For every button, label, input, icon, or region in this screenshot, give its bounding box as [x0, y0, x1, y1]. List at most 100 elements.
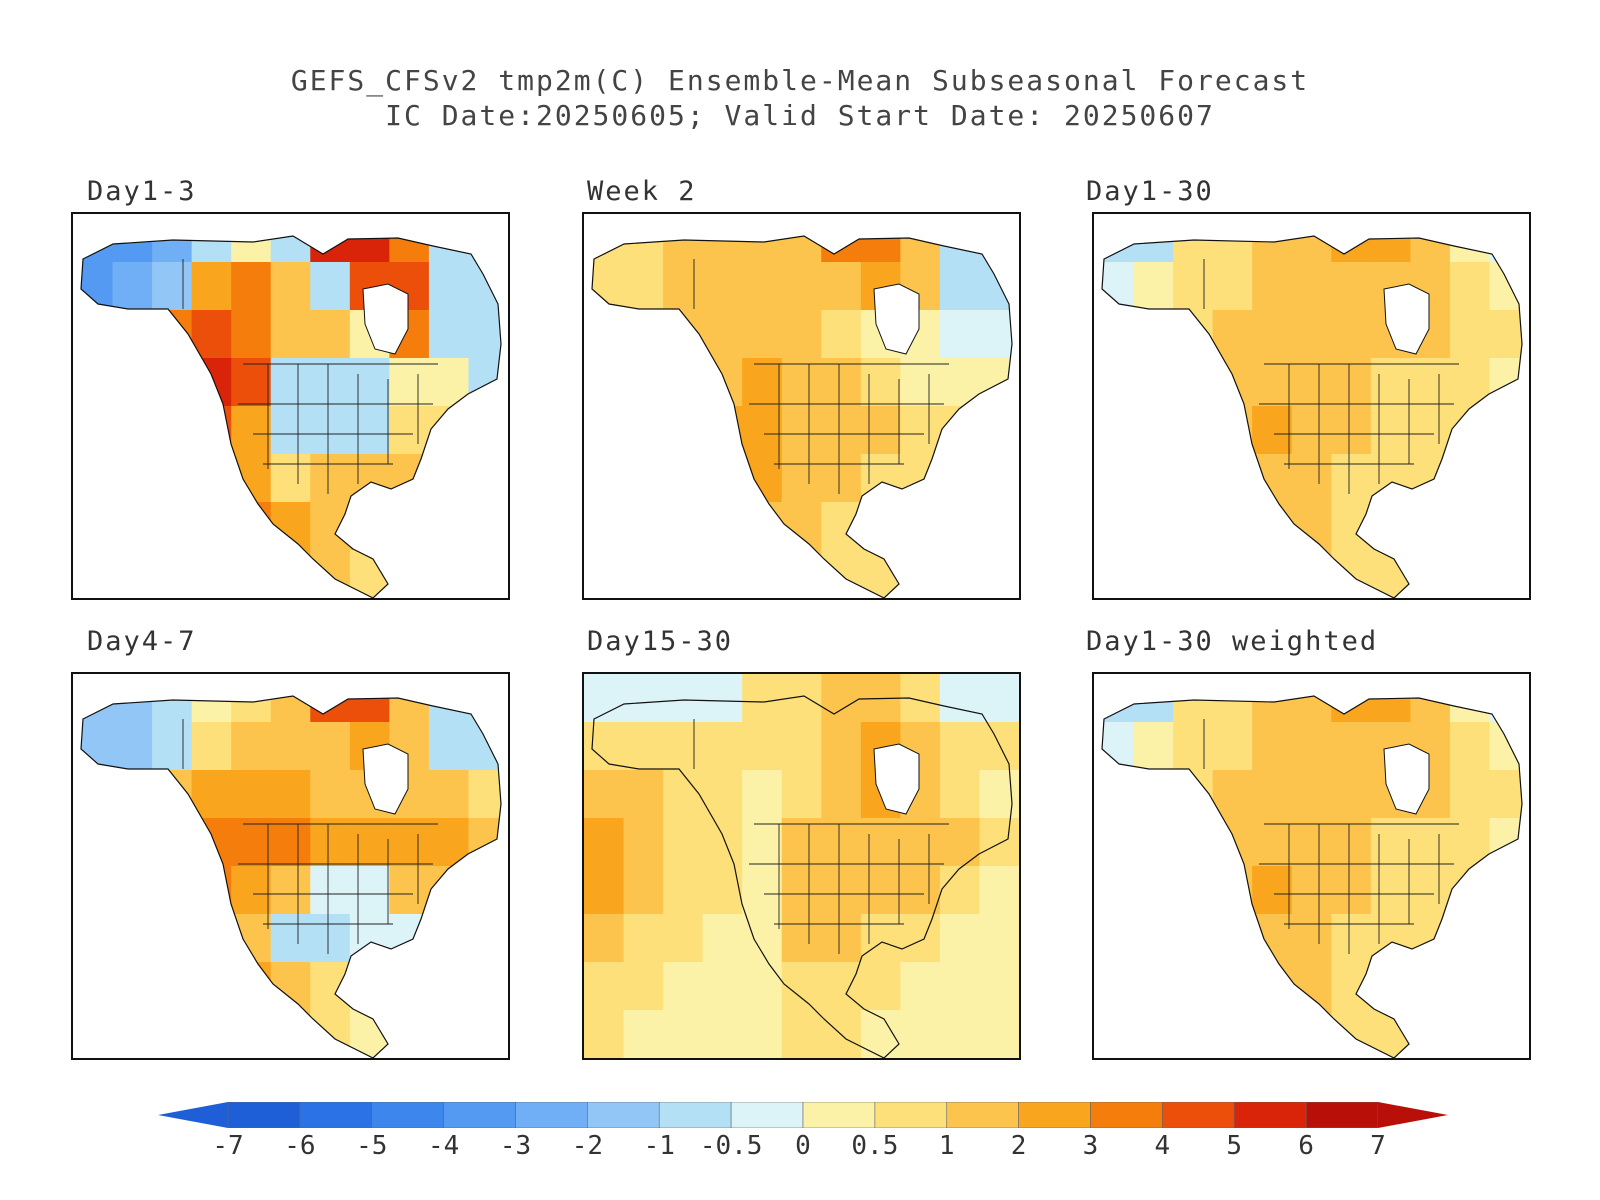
anomaly-cell	[112, 236, 154, 263]
anomaly-cell	[623, 914, 665, 963]
anomaly-cell	[191, 770, 233, 819]
anomaly-cell	[979, 1010, 1019, 1058]
anomaly-cell	[389, 962, 430, 1011]
anomaly-cell	[592, 262, 625, 311]
anomaly-cell	[152, 914, 193, 963]
anomaly-cell	[112, 914, 154, 963]
anomaly-cell	[939, 502, 981, 551]
anomaly-cell	[860, 406, 902, 455]
anomaly-cell	[349, 358, 391, 407]
anomaly-cell	[860, 236, 902, 263]
anomaly-cell	[81, 866, 114, 915]
anomaly-cell	[663, 236, 704, 263]
hudson-bay	[1383, 283, 1430, 355]
anomaly-cell	[1331, 962, 1372, 1011]
anomaly-cell	[623, 674, 665, 723]
anomaly-cell	[1173, 914, 1214, 963]
political-boundaries	[1203, 259, 1459, 494]
anomaly-cell	[1449, 962, 1491, 1011]
anomaly-cell	[979, 962, 1019, 1011]
anomaly-cell	[468, 550, 501, 598]
anomaly-cell	[584, 674, 625, 723]
anomaly-cell	[1102, 696, 1135, 723]
anomaly-cell	[979, 550, 1012, 598]
map-panel-week2	[582, 212, 1021, 600]
anomaly-cell	[821, 914, 862, 963]
anomaly-cell	[1252, 406, 1293, 455]
anomaly-cell	[1133, 406, 1175, 455]
anomaly-cell	[81, 310, 114, 359]
anomaly-cell	[112, 406, 154, 455]
colorbar-low-arrow	[158, 1102, 228, 1128]
anomaly-cell	[1291, 262, 1333, 311]
anomaly-cell	[1212, 310, 1254, 359]
anomaly-cell	[112, 1010, 154, 1058]
anomaly-cell	[191, 722, 233, 771]
anomaly-cell	[1173, 770, 1214, 819]
anomaly-cell	[468, 1010, 501, 1058]
anomaly-cell	[389, 550, 430, 598]
anomaly-cell	[191, 914, 233, 963]
anomaly-cell	[270, 770, 312, 819]
anomaly-cell	[1489, 310, 1522, 359]
anomaly-cell	[1331, 770, 1372, 819]
anomaly-cell	[310, 236, 351, 263]
anomaly-cell	[1449, 818, 1491, 867]
anomaly-cell	[742, 962, 783, 1011]
anomaly-cell	[1291, 818, 1333, 867]
anomaly-cell	[584, 818, 625, 867]
anomaly-cell	[112, 358, 154, 407]
colorbar-segment	[1233, 1102, 1307, 1128]
anomaly-cell	[310, 962, 351, 1011]
hudson-bay	[1383, 743, 1430, 815]
anomaly-cell	[663, 722, 704, 771]
anomaly-cell	[428, 1010, 470, 1058]
anomaly-cell	[979, 502, 1012, 551]
anomaly-cell	[1212, 502, 1254, 551]
anomaly-cell	[1212, 236, 1254, 263]
anomaly-cell	[1449, 454, 1491, 503]
anomaly-cell	[781, 454, 823, 503]
anomaly-cell	[1212, 358, 1254, 407]
anomaly-cell	[389, 406, 430, 455]
anomaly-cell	[781, 1010, 823, 1058]
anomaly-cell	[1410, 358, 1451, 407]
colorbar-segment	[658, 1102, 732, 1128]
anomaly-cell	[900, 406, 941, 455]
colorbar-tick-label: 4	[1154, 1131, 1171, 1161]
anomaly-cell	[152, 722, 193, 771]
coastline	[80, 695, 502, 1058]
anomaly-cell	[468, 770, 501, 819]
anomaly-cell	[623, 770, 665, 819]
anomaly-cell	[742, 866, 783, 915]
anomaly-cell	[231, 696, 272, 723]
anomaly-cell	[389, 818, 430, 867]
anomaly-cell	[191, 818, 233, 867]
anomaly-cell	[1331, 236, 1372, 263]
anomaly-cell	[112, 962, 154, 1011]
anomaly-cell	[1252, 818, 1293, 867]
anomaly-cell	[112, 262, 154, 311]
anomaly-cell	[821, 236, 862, 263]
anomaly-cell	[623, 502, 665, 551]
anomaly-cell	[349, 236, 391, 263]
anomaly-cell	[702, 310, 744, 359]
anomaly-cell	[1331, 866, 1372, 915]
anomaly-cell	[702, 722, 744, 771]
colorbar-tick-label: 0.5	[851, 1131, 899, 1161]
anomaly-cell	[1449, 722, 1491, 771]
anomaly-cell	[152, 502, 193, 551]
anomaly-cell	[592, 358, 625, 407]
anomaly-cell	[1410, 406, 1451, 455]
anomaly-cell	[310, 1010, 351, 1058]
anomaly-cell	[270, 262, 312, 311]
anomaly-cell	[979, 310, 1012, 359]
map-day1-30-weighted	[1101, 695, 1523, 1058]
anomaly-cell	[900, 502, 941, 551]
anomaly-cell	[191, 550, 233, 598]
anomaly-cell	[1370, 696, 1412, 723]
anomaly-cell	[1489, 866, 1522, 915]
anomaly-cell	[152, 550, 193, 598]
anomaly-cell	[900, 818, 941, 867]
anomaly-cell	[349, 696, 391, 723]
